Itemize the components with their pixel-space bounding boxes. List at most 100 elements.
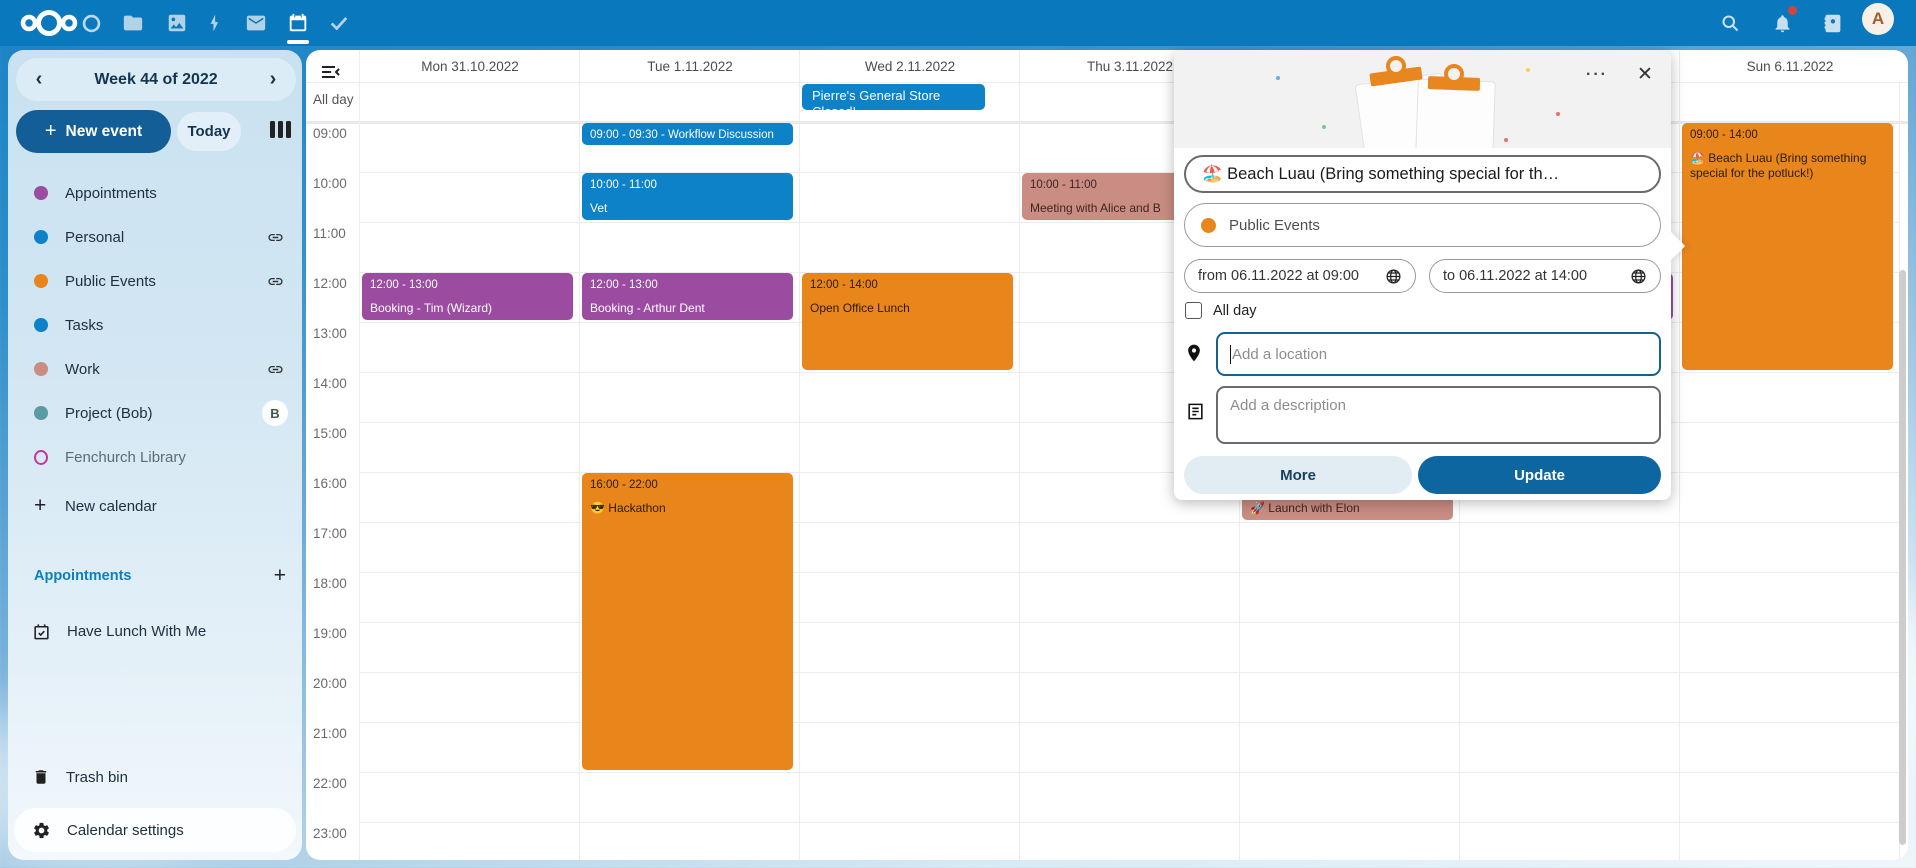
day-header-7: Sun 6.11.2022 (1679, 50, 1900, 82)
app-mail-icon[interactable] (238, 5, 274, 41)
sidebar-calendar-fenchurch-library[interactable]: Fenchurch Library (8, 435, 302, 479)
day-header-4: Thu 3.11.2022 (1019, 50, 1240, 82)
next-week-button[interactable]: › (269, 68, 277, 90)
app-activity-icon[interactable] (198, 5, 234, 41)
appointment-item-label: Have Lunch With Me (67, 622, 207, 640)
collapse-allday-icon[interactable] (320, 64, 342, 80)
calendar-check-icon (34, 623, 49, 639)
shared-user-badge: B (262, 400, 288, 426)
event-title: 🚀 Launch with Elon (1250, 501, 1360, 516)
clipboard-clip-ring (1444, 64, 1464, 84)
contacts-menu-button[interactable] (1814, 5, 1850, 41)
calendar-name: Project (Bob) (65, 404, 153, 422)
location-input[interactable]: Add a location (1216, 332, 1661, 376)
event-title: 🏖️ Beach Luau (Bring something special f… (1690, 151, 1867, 181)
notification-badge (1788, 6, 1797, 15)
view-mode-grid-icon[interactable] (264, 121, 296, 143)
event-block[interactable]: 09:00 - 09:30 - Workflow Discussion (582, 123, 793, 145)
notifications-button[interactable] (1764, 5, 1800, 41)
add-appointment-button[interactable]: + (273, 564, 286, 587)
event-editor-popup: ··· ✕ 🏖️ Beach Luau (Bring something spe… (1174, 50, 1686, 500)
calendar-color-dot (34, 318, 48, 332)
event-time: 12:00 - 14:00 (810, 279, 878, 291)
sidebar-calendar-project-bob-[interactable]: Project (Bob) B (8, 391, 302, 435)
calendar-name: Personal (65, 228, 125, 246)
shared-link-icon[interactable] (262, 361, 288, 378)
end-datetime-value: to 06.11.2022 at 14:00 (1443, 268, 1588, 284)
sidebar-calendar-appointments[interactable]: Appointments (8, 171, 302, 215)
event-title-input[interactable]: 🏖️ Beach Luau (Bring something special f… (1184, 155, 1661, 193)
calendar-color-dot (34, 406, 48, 420)
more-button[interactable]: More (1184, 456, 1412, 494)
day-header-row: Mon 31.10.2022 Tue 1.11.2022 Wed 2.11.2022… (306, 50, 1908, 82)
app-photos-icon[interactable] (159, 5, 195, 41)
day-header-1: Mon 31.10.2022 (359, 50, 580, 82)
allday-label: All day (313, 92, 354, 107)
trash-icon (35, 770, 47, 784)
end-datetime-field[interactable]: to 06.11.2022 at 14:00 (1429, 259, 1661, 293)
appointment-item[interactable]: Have Lunch With Me (8, 609, 302, 653)
event-title: Open Office Lunch (810, 301, 910, 316)
shared-link-icon[interactable] (262, 273, 288, 290)
text-cursor (1230, 344, 1231, 364)
time-label: 19:00 (313, 626, 347, 641)
dashboard-circle-icon (82, 14, 100, 32)
event-vet[interactable]: 10:00 - 11:00 Vet (582, 173, 793, 220)
contacts-book-icon (1824, 14, 1840, 32)
time-label: 23:00 (313, 826, 347, 841)
app-tasks-icon[interactable] (321, 5, 357, 41)
search-icon (1721, 14, 1738, 31)
calendar-settings-label: Calendar settings (67, 821, 184, 839)
popup-actions-menu-button[interactable]: ··· (1586, 66, 1608, 83)
event-time: 10:00 - 11:00 (590, 179, 657, 191)
vertical-scrollbar[interactable] (1899, 270, 1906, 845)
check-icon (330, 17, 348, 31)
sidebar-calendar-work[interactable]: Work (8, 347, 302, 391)
start-datetime-field[interactable]: from 06.11.2022 at 09:00 (1184, 259, 1416, 293)
app-dashboard-icon[interactable] (73, 5, 109, 41)
update-button[interactable]: Update (1418, 456, 1661, 494)
time-label: 20:00 (313, 676, 347, 691)
calendar-settings-button[interactable]: Calendar settings (14, 808, 296, 852)
previous-week-button[interactable]: ‹ (35, 68, 43, 90)
event-open-office-lunch[interactable]: 12:00 - 14:00 Open Office Lunch (802, 273, 1013, 370)
globe-icon[interactable] (1385, 268, 1402, 285)
calendar-color-dot (34, 362, 48, 376)
hour-gridline (359, 572, 1899, 573)
new-calendar-button[interactable]: + New calendar (8, 484, 302, 528)
shared-link-icon[interactable] (262, 229, 288, 246)
user-avatar[interactable]: A (1862, 3, 1894, 35)
share-link-icon (267, 233, 283, 241)
close-icon[interactable]: ✕ (1637, 63, 1653, 85)
time-label: 18:00 (313, 576, 347, 591)
sidebar: ‹ Week 44 of 2022 › + New event Today Ap… (8, 50, 302, 860)
today-button[interactable]: Today (177, 112, 241, 151)
calendar-name: Appointments (65, 184, 157, 202)
hour-gridline (359, 122, 1899, 123)
new-event-button[interactable]: + New event (16, 110, 171, 153)
hour-gridline (359, 772, 1899, 773)
allday-checkbox[interactable]: All day (1185, 302, 1257, 319)
event-title: 😎 Hackathon (590, 501, 666, 516)
sidebar-calendar-public-events[interactable]: Public Events (8, 259, 302, 303)
event-beach-luau-bring-something-special-for-the-potluck[interactable]: 09:00 - 14:00 🏖️ Beach Luau (Bring someth… (1682, 123, 1893, 370)
description-textarea[interactable]: Add a description (1216, 386, 1661, 444)
trash-bin-button[interactable]: Trash bin (8, 755, 302, 799)
gear-icon (34, 822, 49, 838)
event-booking-tim-wizard[interactable]: 12:00 - 13:00 Booking - Tim (Wizard) (362, 273, 573, 320)
sidebar-calendar-tasks[interactable]: Tasks (8, 303, 302, 347)
plus-icon: + (44, 120, 57, 142)
event-booking-arthur-dent[interactable]: 12:00 - 13:00 Booking - Arthur Dent (582, 273, 793, 320)
globe-icon[interactable] (1630, 268, 1647, 285)
app-files-icon[interactable] (115, 5, 151, 41)
event-hackathon[interactable]: 16:00 - 22:00 😎 Hackathon (582, 473, 793, 770)
calendar-select[interactable]: Public Events (1184, 203, 1661, 247)
hour-gridline (359, 472, 1899, 473)
app-calendar-icon[interactable] (280, 5, 316, 41)
sidebar-calendar-personal[interactable]: Personal (8, 215, 302, 259)
allday-event[interactable]: Pierre's General Store Closed! (802, 84, 985, 110)
event-time: 16:00 - 22:00 (590, 479, 658, 491)
calendar-name: Fenchurch Library (65, 448, 186, 466)
nextcloud-logo[interactable] (18, 5, 80, 41)
search-button[interactable] (1712, 5, 1748, 41)
